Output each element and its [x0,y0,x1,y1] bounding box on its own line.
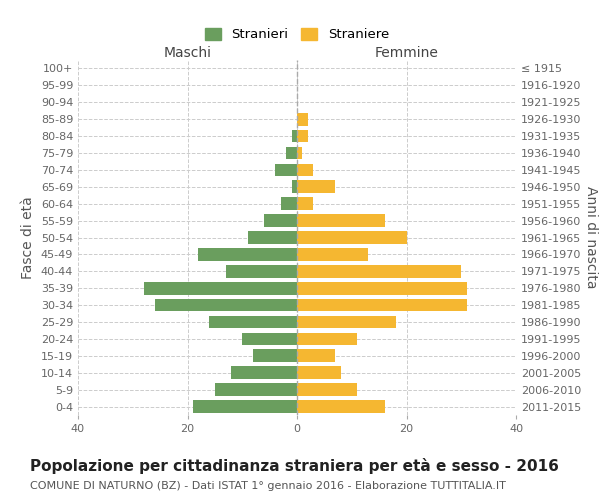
Bar [215,384,297,396]
Bar [144,282,297,294]
Bar [297,180,335,193]
Bar [297,384,357,396]
Legend: Stranieri, Straniere: Stranieri, Straniere [201,24,393,46]
Bar [226,265,297,278]
Bar [297,400,385,413]
Bar [297,248,368,260]
Bar [286,146,297,160]
Bar [297,350,335,362]
Text: Maschi: Maschi [163,46,212,60]
Bar [297,146,302,160]
Bar [292,180,297,193]
Bar [297,231,407,244]
Text: Popolazione per cittadinanza straniera per età e sesso - 2016: Popolazione per cittadinanza straniera p… [30,458,559,473]
Bar [297,332,357,345]
Bar [297,113,308,126]
Bar [297,130,308,142]
Bar [199,248,297,260]
Bar [297,214,385,227]
Text: Femmine: Femmine [374,46,439,60]
Bar [242,332,297,345]
Bar [248,231,297,244]
Bar [297,265,461,278]
Bar [209,316,297,328]
Bar [297,299,467,312]
Bar [232,366,297,379]
Bar [275,164,297,176]
Bar [281,198,297,210]
Bar [297,198,313,210]
Y-axis label: Fasce di età: Fasce di età [21,196,35,279]
Bar [297,282,467,294]
Bar [155,299,297,312]
Bar [297,316,395,328]
Bar [193,400,297,413]
Bar [253,350,297,362]
Bar [297,366,341,379]
Bar [264,214,297,227]
Bar [292,130,297,142]
Bar [297,164,313,176]
Y-axis label: Anni di nascita: Anni di nascita [584,186,598,289]
Text: COMUNE DI NATURNO (BZ) - Dati ISTAT 1° gennaio 2016 - Elaborazione TUTTITALIA.IT: COMUNE DI NATURNO (BZ) - Dati ISTAT 1° g… [30,481,506,491]
